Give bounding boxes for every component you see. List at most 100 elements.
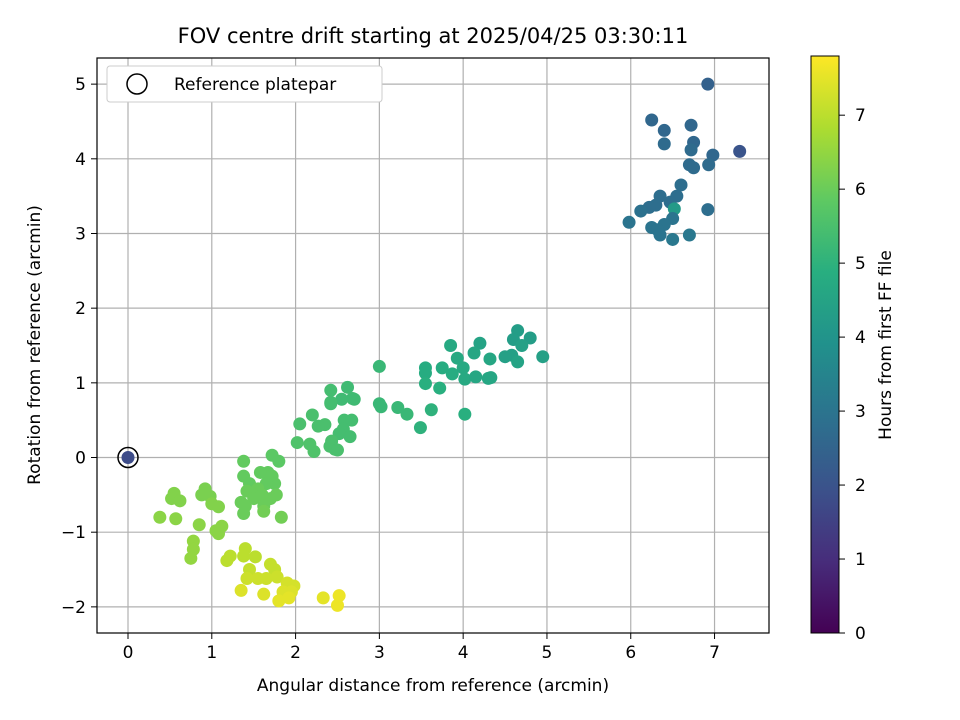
data-point — [234, 583, 248, 597]
x-tick-label: 2 — [290, 643, 301, 663]
data-point — [237, 507, 251, 521]
data-point — [247, 492, 261, 506]
data-point — [413, 421, 427, 435]
data-point — [622, 215, 636, 229]
data-point — [374, 400, 388, 414]
legend: Reference platepar — [106, 65, 383, 103]
data-point — [293, 417, 307, 431]
data-point — [237, 549, 251, 563]
x-tick-label: 1 — [206, 643, 217, 663]
data-point — [220, 554, 234, 568]
data-point — [702, 158, 716, 172]
data-point — [324, 383, 338, 397]
data-point — [456, 361, 470, 375]
data-point — [330, 443, 344, 457]
data-point — [458, 372, 472, 386]
x-tick-label: 5 — [542, 643, 553, 663]
data-point — [248, 550, 262, 564]
x-tick-label: 3 — [374, 643, 385, 663]
data-point — [515, 339, 529, 352]
data-point — [458, 407, 472, 421]
colorbar-tick-label: 0 — [855, 624, 866, 644]
data-point — [169, 512, 183, 526]
data-point — [316, 591, 330, 605]
colorbar-tick-label: 5 — [855, 254, 866, 274]
data-point — [667, 202, 681, 216]
data-point — [347, 392, 361, 406]
colorbar-tick-label: 6 — [855, 180, 866, 200]
data-point — [192, 518, 206, 532]
colorbar-tick-label: 3 — [855, 402, 866, 422]
data-point — [634, 204, 648, 218]
x-tick-label: 0 — [123, 643, 134, 663]
x-ticks: 0 1 2 3 4 5 6 7 — [123, 633, 720, 663]
data-point — [666, 232, 680, 246]
data-point — [657, 123, 671, 137]
data-point — [467, 346, 481, 360]
data-point — [733, 144, 747, 158]
plot-frame — [96, 57, 770, 634]
data-point — [343, 430, 357, 444]
data-point — [687, 161, 701, 175]
data-point — [498, 350, 512, 364]
data-point — [332, 589, 346, 603]
data-point — [674, 178, 688, 192]
data-point — [257, 587, 271, 601]
data-point — [706, 148, 720, 162]
y-tick-label: 4 — [75, 150, 86, 170]
data-point — [682, 228, 696, 242]
data-point — [450, 351, 464, 365]
y-tick-label: −1 — [61, 523, 86, 543]
data-point — [121, 451, 135, 465]
data-point — [311, 419, 325, 433]
data-point — [307, 445, 321, 459]
data-point — [511, 355, 525, 369]
data-point — [237, 454, 251, 468]
data-point — [400, 407, 414, 421]
data-point — [341, 380, 355, 394]
x-tick-label: 4 — [458, 643, 469, 663]
data-point — [335, 392, 349, 406]
y-ticks: −2 −1 0 1 2 3 4 5 — [61, 75, 97, 618]
data-point — [324, 395, 338, 409]
data-point — [153, 510, 167, 524]
data-point — [445, 367, 459, 381]
data-point — [523, 331, 537, 345]
data-point — [653, 228, 667, 242]
legend-label-reference: Reference platepar — [174, 75, 336, 95]
data-point — [657, 137, 671, 151]
colorbar-tick-label: 7 — [855, 106, 866, 126]
data-point — [272, 594, 286, 608]
data-point — [211, 500, 225, 514]
y-tick-label: 1 — [75, 374, 86, 394]
data-point — [253, 465, 267, 479]
data-point — [211, 527, 225, 541]
data-point — [372, 359, 386, 373]
data-point — [418, 377, 432, 391]
data-point — [484, 371, 498, 385]
colorbar-tick-label: 1 — [855, 550, 866, 570]
colorbar: 0 1 2 3 4 5 6 7 Hours from first FF file — [810, 55, 896, 644]
x-axis-label: Angular distance from reference (arcmin) — [257, 676, 609, 696]
y-tick-label: 2 — [75, 299, 86, 319]
data-point — [282, 591, 296, 605]
data-point — [418, 366, 432, 380]
chart-title: FOV centre drift starting at 2025/04/25 … — [178, 24, 689, 48]
reference-marker — [117, 446, 139, 469]
y-tick-label: 3 — [75, 224, 86, 244]
data-point — [184, 551, 198, 565]
data-point — [259, 571, 273, 585]
data-points — [117, 77, 747, 612]
data-point — [305, 408, 319, 422]
data-point — [645, 113, 659, 127]
data-point — [424, 403, 438, 417]
data-point — [173, 494, 187, 508]
y-axis-label: Rotation from reference (arcmin) — [25, 205, 45, 485]
data-point — [270, 570, 284, 584]
colorbar-ticks: 0 1 2 3 4 5 6 7 — [839, 106, 866, 644]
x-tick-label: 7 — [709, 643, 720, 663]
legend-box — [106, 65, 383, 103]
y-tick-label: 0 — [75, 449, 86, 469]
data-point — [701, 203, 715, 217]
